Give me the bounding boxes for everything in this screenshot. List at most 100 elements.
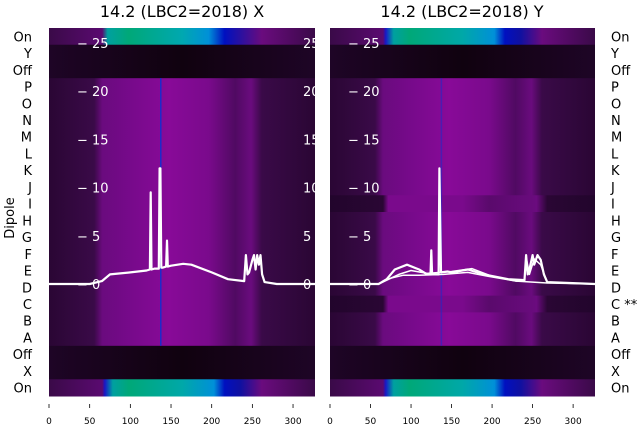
row-label: Y <box>610 47 619 62</box>
heatmap-row <box>330 44 595 62</box>
row-label: O <box>22 97 32 112</box>
heatmap-row <box>49 178 315 196</box>
heatmap-row <box>330 161 595 180</box>
heatmap-row <box>49 44 315 62</box>
heatmap-row <box>330 228 595 246</box>
x-tick-label: 250 <box>524 417 541 427</box>
x-tick-label: 300 <box>284 417 301 427</box>
heatmap-row <box>49 312 315 330</box>
x-tick-label: 250 <box>244 417 261 427</box>
inner-y-tick: − 0 <box>348 278 371 293</box>
row-label: Off <box>611 64 631 79</box>
inner-y-tick: − 15 <box>77 133 109 148</box>
heatmap-row <box>330 329 595 347</box>
heatmap-row <box>49 228 315 246</box>
heatmap-row <box>49 161 315 180</box>
row-label: C <box>23 298 32 313</box>
heatmap-row <box>49 128 315 146</box>
row-label: G <box>22 231 32 246</box>
x-tick-label: 200 <box>483 417 500 427</box>
row-label: D <box>22 281 32 296</box>
x-tick-label: 50 <box>84 417 96 427</box>
heatmap-row <box>330 295 595 313</box>
row-label: On <box>14 382 32 397</box>
row-label: D <box>611 281 621 296</box>
row-label: I <box>28 198 32 213</box>
inner-y-tick: − 0 <box>77 278 100 293</box>
heatmap-row <box>330 312 595 330</box>
heatmap-row <box>330 212 595 230</box>
x-tick-label: 200 <box>203 417 220 427</box>
inner-y-tick-right: 20 <box>303 85 320 100</box>
row-label: B <box>611 315 620 330</box>
row-label: A <box>23 331 32 346</box>
row-label: J <box>610 181 615 196</box>
bright-pixel-column <box>440 78 443 346</box>
inner-y-tick-right: 0 <box>303 278 311 293</box>
row-label: Off <box>13 348 33 363</box>
heatmap-row <box>49 362 315 380</box>
row-label: N <box>22 114 32 129</box>
row-label: C ** <box>611 298 638 313</box>
row-label: X <box>611 365 620 380</box>
x-tick-label: 0 <box>327 417 333 427</box>
row-label: P <box>24 81 32 96</box>
heatmap-row <box>330 345 595 364</box>
inner-y-tick-right: 5 <box>303 230 311 245</box>
heatmap-row <box>49 78 315 96</box>
heatmap-row <box>330 128 595 146</box>
inner-y-tick-right: 25 <box>303 37 320 52</box>
overlay-line-profile-3 <box>330 271 596 285</box>
row-label: H <box>611 214 621 229</box>
heatmap-row <box>330 379 595 397</box>
x-tick-label: 150 <box>443 417 460 427</box>
row-label: On <box>611 30 629 45</box>
heatmap-row <box>49 262 315 280</box>
row-label: E <box>24 265 32 280</box>
row-label: E <box>611 265 619 280</box>
x-tick-label: 50 <box>365 417 377 427</box>
heatmap-row <box>49 295 315 313</box>
row-label: K <box>611 164 620 179</box>
heatmap-row <box>49 212 315 230</box>
heatmap-row <box>330 278 595 297</box>
row-label: Y <box>23 47 32 62</box>
heatmap-row <box>49 345 315 364</box>
inner-y-tick: − 10 <box>348 182 380 197</box>
y-axis-label: Dipole <box>3 197 18 238</box>
row-label: X <box>23 365 32 380</box>
heatmap-row <box>330 362 595 380</box>
x-tick-label: 150 <box>162 417 179 427</box>
x-tick-label: 300 <box>565 417 582 427</box>
inner-y-tick-right: 15 <box>303 133 320 148</box>
inner-y-tick: − 20 <box>348 85 380 100</box>
heatmap-row <box>330 78 595 96</box>
heatmap-row <box>49 195 315 213</box>
heatmap-row <box>330 94 595 113</box>
heatmap-row <box>49 278 315 297</box>
heatmap-row <box>49 28 315 46</box>
overlay-line-profile <box>49 167 315 286</box>
heatmap-row <box>49 379 315 397</box>
row-label: A <box>611 331 620 346</box>
heatmap-row <box>49 245 315 263</box>
inner-y-tick-right: 10 <box>303 182 320 197</box>
inner-y-tick: − 5 <box>348 230 371 245</box>
row-label: F <box>25 248 32 263</box>
row-label: On <box>14 30 32 45</box>
heatmap-row <box>49 145 315 163</box>
inner-y-tick: − 20 <box>77 85 109 100</box>
left-panel-title: 14.2 (LBC2=2018) X <box>100 2 264 21</box>
inner-y-tick: − 25 <box>348 37 380 52</box>
row-label: L <box>611 147 619 162</box>
x-tick-label: 100 <box>122 417 139 427</box>
heatmap-row <box>49 111 315 129</box>
heatmap-row <box>330 28 595 46</box>
right-panel-title: 14.2 (LBC2=2018) Y <box>380 2 543 21</box>
heatmap-row <box>330 145 595 163</box>
heatmap-row <box>330 61 595 79</box>
row-label: P <box>611 81 619 96</box>
inner-y-tick: − 25 <box>77 37 109 52</box>
inner-y-tick: − 15 <box>348 133 380 148</box>
